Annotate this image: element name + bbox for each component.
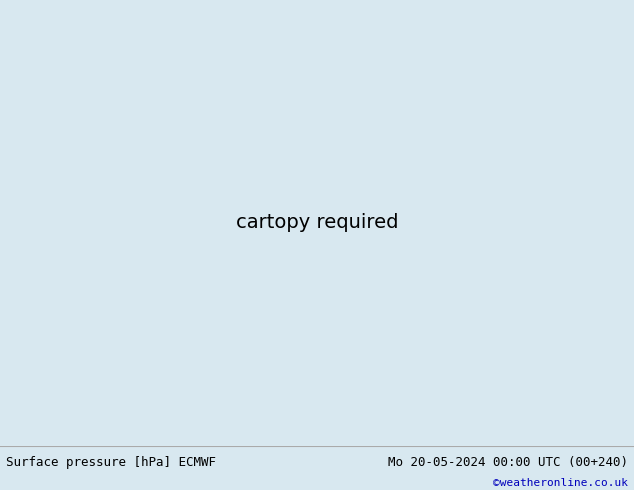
Text: ©weatheronline.co.uk: ©weatheronline.co.uk xyxy=(493,478,628,489)
Text: Mo 20-05-2024 00:00 UTC (00+240): Mo 20-05-2024 00:00 UTC (00+240) xyxy=(387,456,628,469)
Text: Surface pressure [hPa] ECMWF: Surface pressure [hPa] ECMWF xyxy=(6,456,216,469)
Text: cartopy required: cartopy required xyxy=(236,214,398,232)
